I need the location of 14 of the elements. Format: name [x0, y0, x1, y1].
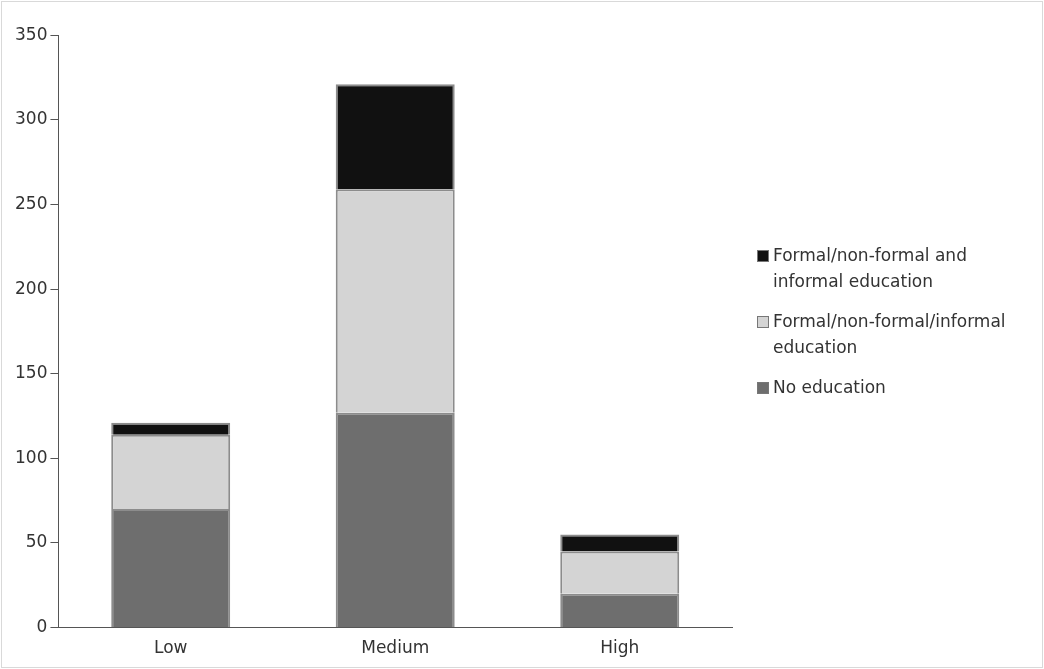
y-tick-label: 50 [25, 531, 48, 552]
y-tick-label: 100 [14, 446, 48, 467]
y-tick-label: 300 [14, 108, 48, 129]
y-tick-label: 200 [14, 277, 48, 298]
x-tick-label: High [600, 637, 640, 658]
legend-label: Formal/non-formal/informal education [773, 310, 1007, 359]
y-tick-label: 0 [36, 616, 48, 637]
legend-label: No education [773, 376, 886, 399]
y-tick-label: 250 [14, 192, 48, 213]
y-tick-label: 350 [14, 23, 48, 44]
y-tick-label: 150 [14, 362, 48, 383]
x-tick-label: Low [153, 637, 188, 658]
legend-label: Formal/non-formal and informal education [773, 244, 968, 293]
x-tick-label: Medium [361, 637, 430, 658]
